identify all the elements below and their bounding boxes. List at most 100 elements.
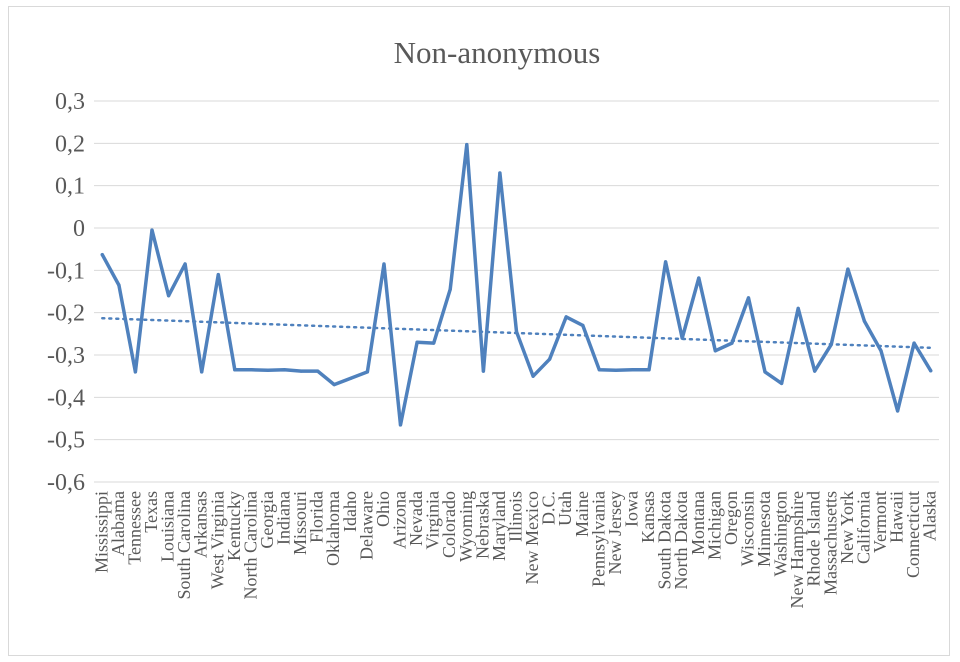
chart-title: Non-anonymous xyxy=(394,35,601,70)
x-tick-label: New York xyxy=(837,491,857,564)
data-point xyxy=(282,368,287,372)
series-line xyxy=(100,142,933,427)
x-tick-label: Arkansas xyxy=(191,491,211,558)
data-point xyxy=(680,336,684,340)
x-tick-label: Oregon xyxy=(721,491,741,545)
x-tick-label: Pennsylvania xyxy=(588,491,608,587)
x-tick-label: Maine xyxy=(572,491,592,537)
x-tick-label: Idaho xyxy=(340,491,360,532)
x-tick-label: Nebraska xyxy=(472,491,492,559)
x-tick-label: Rhode Island xyxy=(804,491,824,586)
x-tick-label: Texas xyxy=(141,491,161,533)
chart-frame: Non-anonymous 0,3 0,2 0,1 0 -0,1 -0,2 -0,3 -0,4… xyxy=(8,6,950,656)
data-point xyxy=(564,315,568,319)
x-tick-label: Louisiana xyxy=(158,491,178,562)
data-point xyxy=(514,330,519,334)
x-tick-label: Massachusetts xyxy=(820,491,840,595)
data-point xyxy=(398,423,403,427)
data-point xyxy=(200,370,204,374)
data-point xyxy=(912,341,916,345)
x-tick-label: Washington xyxy=(771,491,791,577)
x-tick-label: Vermont xyxy=(870,491,890,553)
data-point xyxy=(100,253,104,257)
x-tick-label: Minnesota xyxy=(754,491,774,567)
data-point xyxy=(465,143,469,147)
x-tick-label: South Dakota xyxy=(655,491,675,590)
data-point xyxy=(796,306,800,310)
data-point xyxy=(117,283,121,287)
x-tick-label: Missouri xyxy=(290,491,310,555)
x-tick-label: D.C. xyxy=(539,491,559,525)
y-tick-label: -0,6 xyxy=(47,470,85,496)
data-point xyxy=(266,368,270,372)
data-point xyxy=(316,369,320,373)
data-point xyxy=(415,340,419,344)
data-point xyxy=(829,342,833,346)
data-point xyxy=(365,370,369,374)
y-tick-label: -0,1 xyxy=(47,258,85,284)
data-point xyxy=(382,262,386,266)
data-point xyxy=(133,370,137,374)
y-axis-ticks: 0,3 0,2 0,1 0 -0,1 -0,2 -0,3 -0,4 -0,5 -0,6 xyxy=(47,89,85,496)
x-tick-label: New Hampshire xyxy=(787,491,807,608)
x-tick-label: Arizona xyxy=(390,491,410,549)
data-point xyxy=(167,294,171,298)
y-tick-label: -0,4 xyxy=(47,385,85,411)
y-tick-label: 0 xyxy=(73,216,85,242)
data-point xyxy=(763,370,767,374)
x-tick-label: Nevada xyxy=(406,491,426,546)
line-chart: Non-anonymous 0,3 0,2 0,1 0 -0,1 -0,2 -0,3 -0,4… xyxy=(47,35,940,608)
data-point xyxy=(548,357,552,361)
gridlines xyxy=(94,100,939,483)
data-point xyxy=(498,171,502,175)
data-point xyxy=(813,369,817,373)
data-point xyxy=(299,369,303,373)
data-point xyxy=(216,273,220,277)
data-point xyxy=(630,368,635,372)
x-tick-label: Iowa xyxy=(621,491,641,527)
x-tick-label: North Carolina xyxy=(240,491,260,599)
data-point xyxy=(846,267,850,271)
x-tick-label: Indiana xyxy=(274,491,294,545)
data-point xyxy=(896,409,900,413)
x-tick-label: Alaska xyxy=(920,491,940,541)
x-tick-label: New Mexico xyxy=(522,491,542,584)
x-tick-label: Ohio xyxy=(373,491,393,527)
x-tick-label: Maryland xyxy=(489,491,509,561)
data-point xyxy=(879,349,883,353)
data-point xyxy=(697,276,701,280)
x-tick-label: Montana xyxy=(688,491,708,555)
x-tick-label: Hawaii xyxy=(887,491,907,543)
x-tick-label: Kentucky xyxy=(224,491,244,561)
data-point xyxy=(862,319,867,323)
data-point xyxy=(597,368,601,372)
x-tick-label: Kansas xyxy=(638,491,658,543)
x-tick-label: New Jersey xyxy=(605,491,625,574)
x-tick-label: California xyxy=(853,491,873,564)
data-point xyxy=(581,323,585,327)
x-tick-label: Utah xyxy=(555,491,575,526)
x-tick-label: Michigan xyxy=(704,491,724,560)
x-tick-label: Wisconsin xyxy=(737,491,757,566)
x-tick-label: Illinois xyxy=(506,491,526,542)
data-point xyxy=(614,368,618,372)
data-point xyxy=(481,369,485,373)
data-point xyxy=(531,374,535,378)
data-point xyxy=(233,368,237,372)
data-point xyxy=(647,368,651,372)
data-point xyxy=(448,287,452,291)
data-point xyxy=(183,262,187,266)
x-tick-label: Connecticut xyxy=(903,491,923,578)
y-tick-label: 0,2 xyxy=(55,131,85,157)
data-point xyxy=(664,260,668,264)
data-point xyxy=(349,376,353,380)
x-tick-label: South Carolina xyxy=(174,491,194,600)
x-tick-label: Colorado xyxy=(439,491,459,558)
x-tick-label: West Virginia xyxy=(207,491,227,589)
data-point xyxy=(249,368,253,372)
x-tick-label: Wyoming xyxy=(456,491,476,562)
x-axis-ticks: MississippiAlabamaTennesseeTexasLouisian… xyxy=(91,491,939,608)
x-tick-label: Oklahoma xyxy=(323,491,343,566)
x-tick-label: Virginia xyxy=(423,491,443,550)
data-point xyxy=(746,296,751,300)
